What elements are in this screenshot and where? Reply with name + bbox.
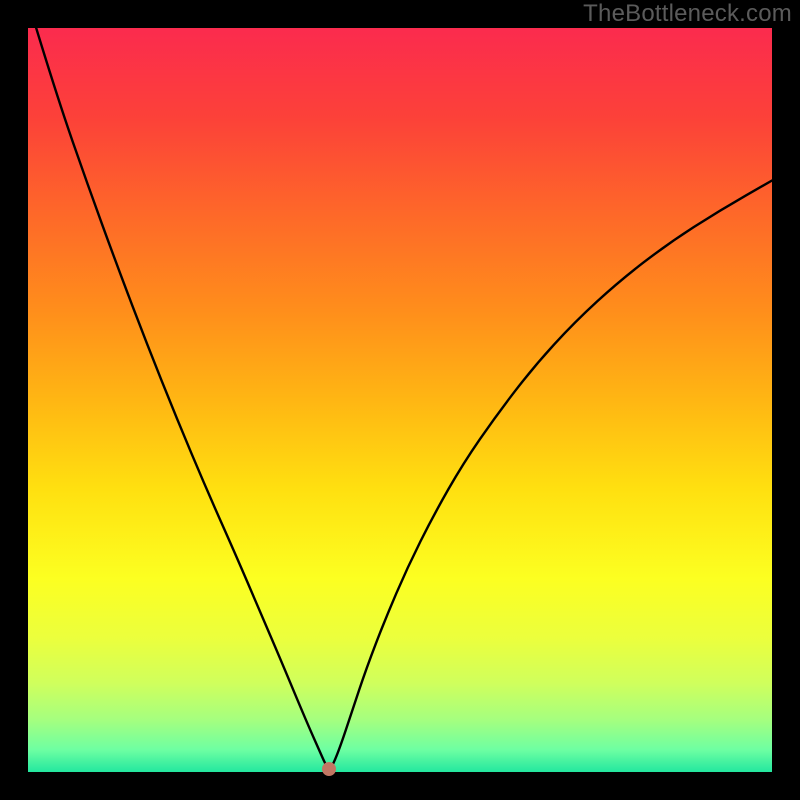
optimal-point-marker bbox=[322, 762, 336, 776]
bottleneck-curve bbox=[36, 28, 772, 768]
plot-area bbox=[28, 28, 772, 772]
curve-layer bbox=[28, 28, 772, 772]
watermark-text: TheBottleneck.com bbox=[583, 0, 792, 28]
chart-stage: TheBottleneck.com bbox=[0, 0, 800, 800]
